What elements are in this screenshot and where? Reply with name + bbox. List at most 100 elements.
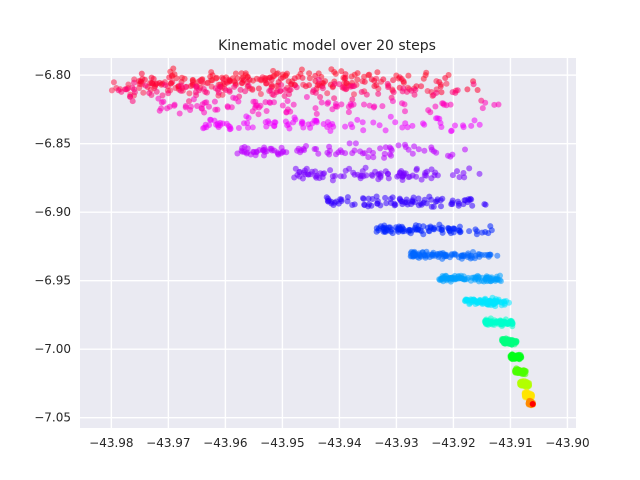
data-point	[213, 75, 220, 82]
data-point	[148, 74, 155, 81]
data-point	[486, 251, 493, 258]
data-point	[492, 319, 499, 326]
data-point	[245, 82, 252, 89]
data-point	[299, 74, 306, 81]
data-point	[186, 90, 193, 97]
data-point	[519, 381, 525, 388]
data-point	[410, 252, 417, 259]
data-point	[288, 81, 295, 88]
data-point	[375, 90, 382, 97]
data-point	[242, 88, 249, 95]
data-point	[309, 89, 316, 95]
data-point	[329, 177, 336, 184]
data-point	[275, 151, 282, 158]
data-point	[271, 122, 278, 129]
data-point	[327, 167, 334, 174]
data-point	[142, 82, 149, 89]
data-point	[413, 173, 420, 180]
data-point	[400, 226, 407, 233]
data-point	[381, 225, 388, 232]
data-point	[450, 225, 457, 232]
data-point	[127, 93, 133, 100]
data-point	[306, 75, 313, 82]
data-point	[354, 116, 361, 123]
data-point	[476, 170, 483, 177]
data-point	[164, 105, 170, 112]
data-point	[332, 70, 339, 77]
data-point	[454, 87, 461, 94]
data-point	[487, 278, 494, 285]
data-point	[361, 78, 368, 85]
data-point	[243, 113, 250, 120]
data-point	[226, 88, 233, 95]
data-point	[361, 101, 367, 108]
data-point	[162, 82, 169, 89]
data-point	[317, 94, 324, 100]
data-point	[445, 152, 451, 159]
data-point	[350, 169, 357, 176]
data-point	[438, 203, 444, 210]
data-point	[451, 250, 458, 257]
data-point	[399, 100, 405, 107]
data-point	[405, 72, 412, 79]
data-point	[374, 200, 381, 207]
data-point	[421, 121, 428, 128]
data-point	[468, 122, 475, 129]
data-point	[211, 98, 218, 105]
data-point	[313, 117, 320, 124]
x-tick-label: −43.92	[431, 436, 475, 450]
data-point	[507, 340, 514, 346]
data-point	[456, 227, 463, 234]
data-point	[492, 276, 499, 283]
data-point	[370, 149, 376, 156]
x-tick-label: −43.93	[374, 436, 418, 450]
data-point	[352, 140, 359, 147]
data-point	[300, 169, 307, 176]
data-point	[307, 171, 314, 178]
data-point	[265, 118, 272, 125]
data-point	[497, 278, 504, 285]
data-point	[387, 224, 394, 231]
data-point	[479, 105, 486, 112]
data-point	[478, 251, 485, 258]
origin-point	[529, 401, 536, 408]
data-point	[449, 89, 456, 96]
data-point	[158, 105, 165, 112]
data-point	[278, 82, 285, 88]
data-point	[368, 76, 375, 83]
data-point	[466, 165, 473, 172]
data-point	[400, 78, 407, 85]
data-point	[363, 91, 370, 98]
data-point	[433, 115, 440, 122]
data-point	[255, 111, 262, 118]
data-point	[359, 168, 366, 175]
data-point	[455, 198, 461, 205]
data-point	[239, 79, 246, 86]
data-point	[348, 102, 355, 109]
data-point	[472, 226, 479, 233]
data-point	[478, 298, 485, 305]
data-point	[445, 225, 452, 232]
data-point	[418, 228, 425, 235]
data-point	[182, 103, 189, 109]
data-point	[122, 86, 129, 93]
data-point	[256, 104, 262, 111]
data-point	[360, 127, 367, 134]
data-point	[159, 92, 166, 99]
data-point	[137, 78, 144, 85]
data-point	[491, 101, 498, 108]
step-10-cloud	[407, 248, 501, 262]
data-point	[469, 202, 476, 209]
data-point	[368, 171, 375, 178]
data-point	[198, 78, 205, 85]
data-point	[406, 173, 413, 180]
x-tick-label: −43.98	[89, 436, 133, 450]
data-point	[472, 276, 478, 283]
data-point	[428, 146, 435, 153]
data-point	[329, 106, 336, 113]
x-tick-label: −43.91	[488, 436, 532, 450]
data-point	[380, 76, 387, 83]
data-point	[269, 147, 275, 154]
data-point	[131, 79, 137, 86]
step-11-cloud	[373, 221, 495, 238]
